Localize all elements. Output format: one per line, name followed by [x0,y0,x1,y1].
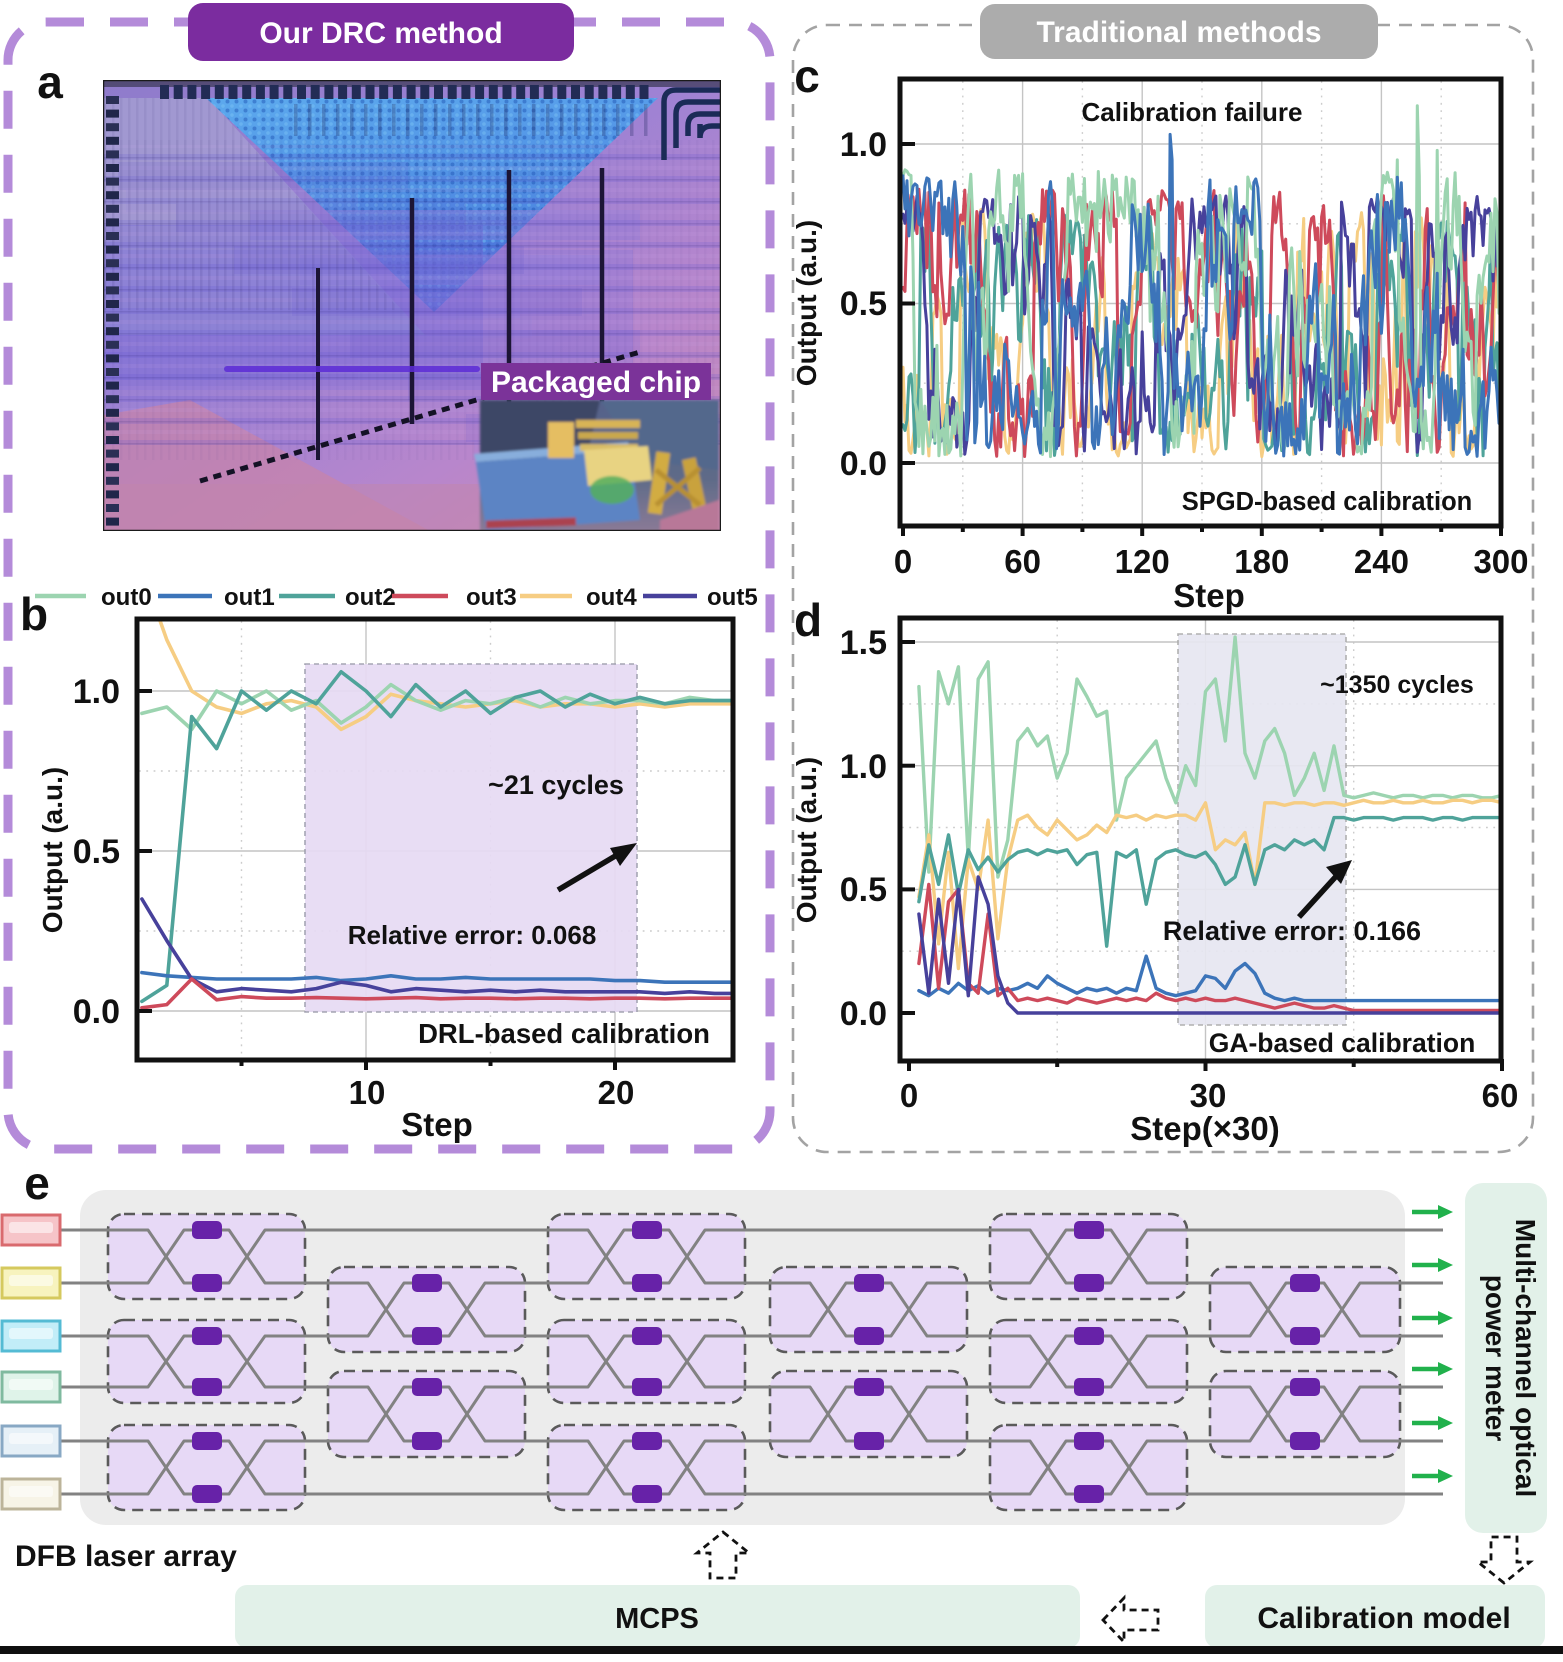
svg-text:0.5: 0.5 [840,285,887,323]
svg-text:Step(×30): Step(×30) [1130,1110,1279,1147]
svg-text:c: c [794,50,820,102]
svg-text:a: a [37,56,63,108]
svg-text:Calibration failure: Calibration failure [1081,97,1302,127]
svg-text:120: 120 [1115,543,1170,580]
svg-text:~21 cycles: ~21 cycles [488,770,624,800]
svg-text:30: 30 [1190,1077,1227,1114]
svg-text:GA-based calibration: GA-based calibration [1209,1028,1476,1058]
svg-text:240: 240 [1354,543,1409,580]
svg-text:1.5: 1.5 [840,624,887,662]
svg-text:e: e [24,1157,50,1209]
svg-text:Calibration model: Calibration model [1257,1602,1510,1635]
svg-text:~1350 cycles: ~1350 cycles [1320,671,1474,699]
svg-text:DRL-based calibration: DRL-based calibration [418,1018,710,1049]
svg-text:0.0: 0.0 [73,993,120,1031]
svg-text:60: 60 [1004,543,1041,580]
svg-text:0.5: 0.5 [73,833,120,871]
svg-text:out1: out1 [224,584,275,611]
svg-text:0.0: 0.0 [840,995,887,1033]
svg-text:0: 0 [894,543,912,580]
svg-text:60: 60 [1482,1077,1519,1114]
svg-text:SPGD-based calibration: SPGD-based calibration [1182,488,1473,516]
svg-text:Output (a.u.): Output (a.u.) [791,220,822,386]
svg-text:1.0: 1.0 [840,126,887,164]
svg-text:d: d [794,594,822,646]
svg-text:0.5: 0.5 [840,871,887,909]
svg-text:Output (a.u.): Output (a.u.) [791,757,822,923]
svg-text:Traditional methods: Traditional methods [1036,16,1321,49]
svg-text:0: 0 [900,1077,918,1114]
svg-text:Step: Step [401,1106,473,1143]
svg-text:1.0: 1.0 [73,673,120,711]
svg-text:DFB laser array: DFB laser array [15,1540,237,1573]
svg-text:Packaged chip: Packaged chip [491,366,701,399]
svg-text:1.0: 1.0 [840,748,887,786]
svg-text:Output (a.u.): Output (a.u.) [37,767,68,933]
svg-text:out3: out3 [466,584,517,611]
svg-text:out4: out4 [586,584,637,611]
svg-text:300: 300 [1473,543,1528,580]
svg-text:20: 20 [598,1074,635,1111]
svg-text:Relative error: 0.166: Relative error: 0.166 [1163,916,1421,946]
svg-text:out0: out0 [101,584,152,611]
svg-text:Our DRC method: Our DRC method [259,17,502,50]
svg-text:Step: Step [1173,577,1245,614]
svg-text:180: 180 [1234,543,1289,580]
svg-text:power meter: power meter [1480,1275,1511,1442]
svg-text:out5: out5 [707,584,758,611]
svg-text:out2: out2 [345,584,396,611]
svg-text:Relative error: 0.068: Relative error: 0.068 [348,920,597,950]
svg-text:Multi-channel optical: Multi-channel optical [1510,1219,1541,1497]
svg-text:0.0: 0.0 [840,445,887,483]
svg-text:MCPS: MCPS [615,1603,699,1635]
svg-text:10: 10 [349,1074,386,1111]
